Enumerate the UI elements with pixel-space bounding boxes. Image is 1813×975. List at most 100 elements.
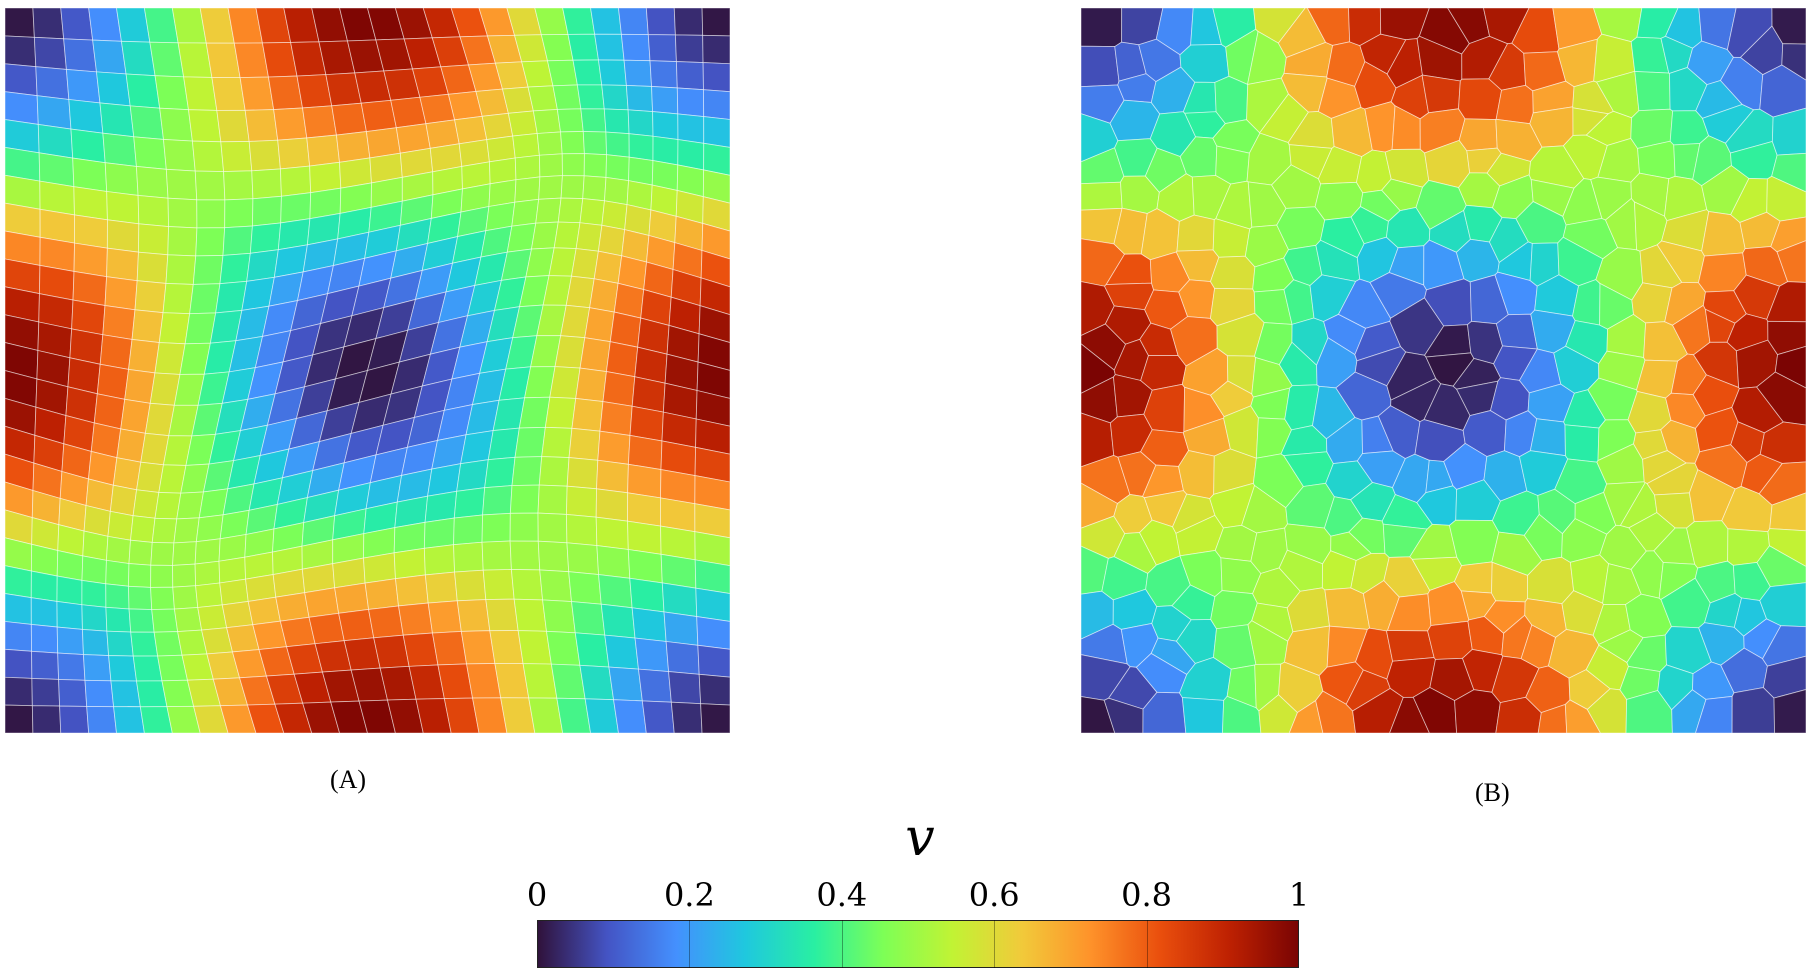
mesh-cell: [571, 248, 599, 280]
mesh-cell: [393, 547, 426, 580]
mesh-cell: [1386, 630, 1435, 662]
panel-a-label: (A): [330, 765, 367, 794]
mesh-cell: [105, 583, 130, 610]
mesh-cell: [112, 457, 142, 491]
mesh-cell: [560, 131, 585, 155]
mesh-cell: [59, 705, 90, 733]
mesh-cell: [696, 361, 730, 399]
mesh-cell: [277, 137, 311, 170]
mesh-cell: [73, 242, 108, 278]
mesh-cell: [132, 489, 160, 519]
mesh-cell: [368, 605, 404, 639]
mesh-cell: [183, 76, 218, 111]
mesh-cell: [627, 463, 662, 499]
mesh-cell: [702, 34, 730, 65]
mesh-cell: [699, 277, 730, 316]
mesh-cell: [57, 652, 86, 681]
mesh-cell: [603, 108, 630, 135]
mesh-cell: [700, 703, 730, 733]
mesh-cell: [589, 278, 619, 313]
mesh-cell: [393, 521, 426, 554]
mesh-cell: [134, 280, 167, 314]
mesh-cell: [82, 654, 112, 682]
mesh-cell: [453, 487, 486, 519]
mesh-cell: [1458, 118, 1498, 152]
mesh-cell: [565, 485, 597, 518]
mesh-cell: [510, 568, 544, 601]
mesh-cell: [645, 8, 676, 36]
mesh-cell: [72, 157, 108, 193]
mesh-cell: [150, 586, 175, 610]
mesh-cell: [1758, 461, 1806, 506]
mesh-cell: [107, 510, 134, 541]
mesh-cell: [35, 66, 70, 100]
mesh-cell: [609, 311, 642, 348]
mesh-cell: [106, 247, 139, 282]
panel-b-field-plot: [1081, 8, 1806, 733]
mesh-cell: [1529, 418, 1566, 457]
mesh-cell: [554, 335, 586, 369]
mesh-cell: [556, 108, 584, 133]
mesh-cell: [133, 136, 167, 170]
mesh-cell: [173, 517, 200, 544]
mesh-cell: [32, 8, 65, 40]
mesh-cell: [1181, 697, 1225, 733]
mesh-cell: [151, 517, 178, 544]
mesh-cell: [31, 705, 62, 733]
mesh-cell: [248, 139, 281, 172]
mesh-cell: [105, 606, 132, 633]
colorbar: [537, 920, 1299, 968]
mesh-cell: [528, 697, 564, 733]
mesh-cell: [335, 131, 371, 163]
mesh-cell: [575, 222, 603, 252]
mesh-cell: [138, 223, 170, 256]
mesh-cell: [514, 176, 541, 203]
mesh-cell: [1762, 655, 1806, 699]
mesh-cell: [486, 135, 516, 163]
mesh-cell: [332, 557, 366, 589]
mesh-cell: [661, 582, 698, 618]
mesh-cell: [194, 170, 226, 201]
mesh-cell: [537, 512, 568, 544]
mesh-cell: [608, 666, 643, 702]
mesh-cell: [676, 87, 705, 118]
mesh-cell: [5, 565, 32, 599]
mesh-cell: [618, 8, 649, 35]
mesh-cell: [673, 8, 704, 36]
mesh-cell: [694, 446, 730, 483]
mesh-cell: [65, 68, 101, 104]
mesh-cell: [338, 608, 375, 642]
mesh-cell: [566, 542, 600, 575]
mesh-cell: [600, 603, 636, 639]
mesh-cell: [597, 59, 627, 86]
mesh-cell: [99, 102, 135, 138]
mesh-cell: [5, 648, 33, 679]
mesh-cell: [665, 641, 700, 675]
mesh-cell: [249, 222, 282, 254]
mesh-cell: [660, 553, 697, 589]
mesh-cell: [1731, 687, 1775, 733]
mesh-cell: [239, 76, 275, 111]
mesh-cell: [5, 593, 32, 625]
mesh-cell: [623, 59, 653, 87]
mesh-cell: [110, 680, 141, 708]
mesh-cell: [481, 512, 511, 543]
mesh-cell: [224, 198, 254, 229]
mesh-cell: [482, 568, 515, 600]
mesh-cell: [195, 514, 224, 543]
mesh-cell: [472, 697, 508, 733]
mesh-cell: [527, 85, 558, 112]
mesh-cell: [696, 616, 730, 650]
mesh-cell: [309, 161, 342, 194]
mesh-cell: [694, 559, 730, 595]
mesh-cell: [74, 214, 108, 249]
mesh-cell: [30, 570, 58, 602]
mesh-cell: [56, 600, 83, 630]
mesh-cell: [500, 697, 536, 733]
mesh-cell: [245, 574, 277, 602]
mesh-cell: [191, 140, 225, 173]
mesh-cell: [193, 705, 229, 733]
mesh-cell: [162, 282, 194, 315]
mesh-cell: [536, 131, 563, 156]
mesh-cell: [120, 40, 156, 77]
